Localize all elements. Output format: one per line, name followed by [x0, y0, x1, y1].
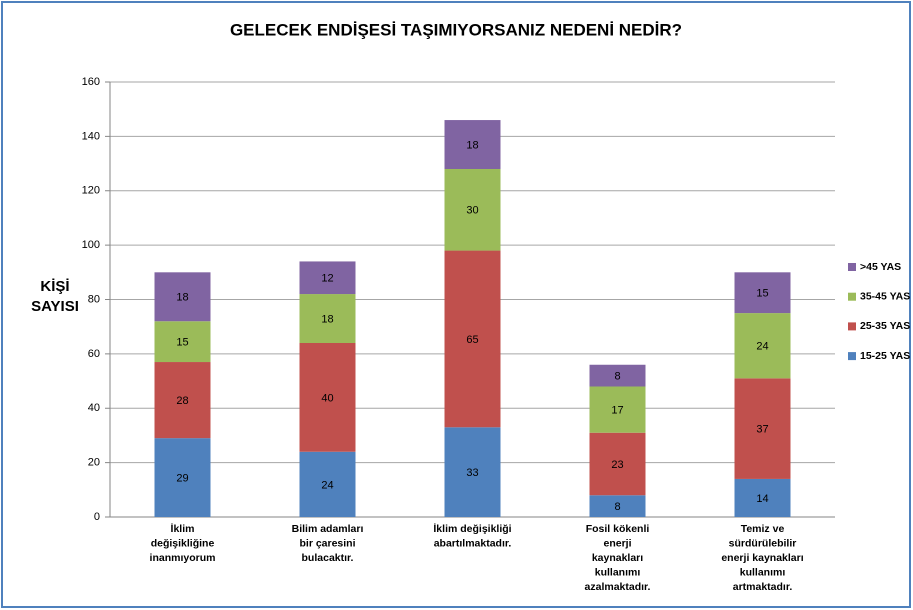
- legend-label: 25-35 YAS: [860, 320, 910, 332]
- x-tick-label: kaynakları: [592, 552, 643, 564]
- y-tick-label: 100: [82, 239, 100, 251]
- bar-segment: [299, 261, 356, 295]
- bar-segment: [589, 432, 646, 496]
- legend-label: >45 YAS: [860, 261, 901, 273]
- x-tick-label: enerji kaynakları: [721, 552, 803, 564]
- y-tick-label: 120: [82, 185, 100, 197]
- y-tick-label: 140: [82, 130, 100, 142]
- x-tick-label: artmaktadır.: [733, 581, 793, 593]
- bar-segment: [444, 427, 501, 517]
- value-label: 12: [321, 273, 333, 285]
- value-label: 28: [176, 395, 188, 407]
- bar-segment: [299, 343, 356, 452]
- x-tick-label: kullanımı: [595, 566, 641, 578]
- y-tick-label: 40: [88, 402, 100, 414]
- value-label: 18: [466, 139, 478, 151]
- x-tick-label: inanmıyorum: [150, 552, 216, 564]
- bar-segment: [299, 294, 356, 343]
- x-tick-label: kullanımı: [740, 566, 786, 578]
- bar-segment: [444, 169, 501, 251]
- legend-swatch: [848, 322, 856, 331]
- value-label: 15: [176, 337, 188, 349]
- y-axis-label: KİŞİ: [40, 278, 69, 295]
- value-label: 8: [614, 371, 620, 383]
- bar-segment: [734, 313, 791, 379]
- bar-segment: [299, 451, 356, 517]
- legend-label: 35-45 YAS: [860, 290, 910, 302]
- y-tick-label: 0: [94, 511, 100, 523]
- legend-swatch: [848, 263, 856, 271]
- bar-segment: [154, 362, 211, 439]
- y-axis-label: SAYISI: [31, 298, 79, 315]
- x-tick-label: Temiz ve: [741, 523, 785, 535]
- value-label: 18: [176, 292, 188, 304]
- bar-segment: [444, 250, 501, 428]
- x-tick-label: azalmaktadır.: [585, 581, 651, 593]
- bar-segment: [734, 478, 791, 517]
- x-tick-label: değişikliğine: [151, 537, 215, 549]
- value-label: 23: [611, 459, 623, 471]
- bar-segment: [154, 272, 211, 322]
- value-label: 33: [466, 467, 478, 479]
- value-label: 37: [756, 424, 768, 436]
- value-label: 24: [321, 479, 333, 491]
- y-tick-label: 20: [88, 457, 100, 469]
- x-tick-label: sürdürülebilir: [729, 537, 797, 549]
- legend-swatch: [848, 292, 856, 301]
- value-label: 65: [466, 334, 478, 346]
- x-tick-label: Fosil kökenli: [586, 523, 650, 535]
- bar-segment: [734, 272, 791, 314]
- value-label: 14: [756, 493, 768, 505]
- bar-segment: [444, 120, 501, 169]
- x-tick-label: Bilim adamları: [292, 523, 364, 535]
- value-label: 8: [614, 501, 620, 513]
- x-tick-label: bir çaresini: [299, 537, 355, 549]
- y-tick-label: 80: [88, 293, 100, 305]
- value-label: 40: [321, 392, 333, 404]
- bar-segment: [589, 364, 646, 387]
- x-tick-label: bulacaktır.: [302, 552, 354, 564]
- y-tick-label: 60: [88, 348, 100, 360]
- x-tick-label: İklim değişikliği: [433, 522, 511, 535]
- value-label: 15: [756, 288, 768, 300]
- bar-segment: [154, 438, 211, 517]
- bar-segment: [589, 386, 646, 433]
- value-label: 30: [466, 205, 478, 217]
- bar-segment: [734, 378, 791, 479]
- chart-title: GELECEK ENDİŞESİ TAŞIMIYORSANIZ NEDENİ N…: [230, 20, 682, 39]
- bar-segment: [589, 495, 646, 517]
- legend-swatch: [848, 352, 856, 361]
- value-label: 18: [321, 313, 333, 325]
- legend-label: 15-25 YAS: [860, 350, 910, 362]
- bar-segment: [154, 321, 211, 363]
- value-label: 24: [756, 341, 768, 353]
- value-label: 17: [611, 405, 623, 417]
- x-tick-label: abartılmaktadır.: [434, 537, 512, 549]
- x-tick-label: İklim: [171, 522, 195, 535]
- y-tick-label: 160: [82, 76, 100, 88]
- x-tick-label: enerji: [603, 537, 631, 549]
- value-label: 29: [176, 472, 188, 484]
